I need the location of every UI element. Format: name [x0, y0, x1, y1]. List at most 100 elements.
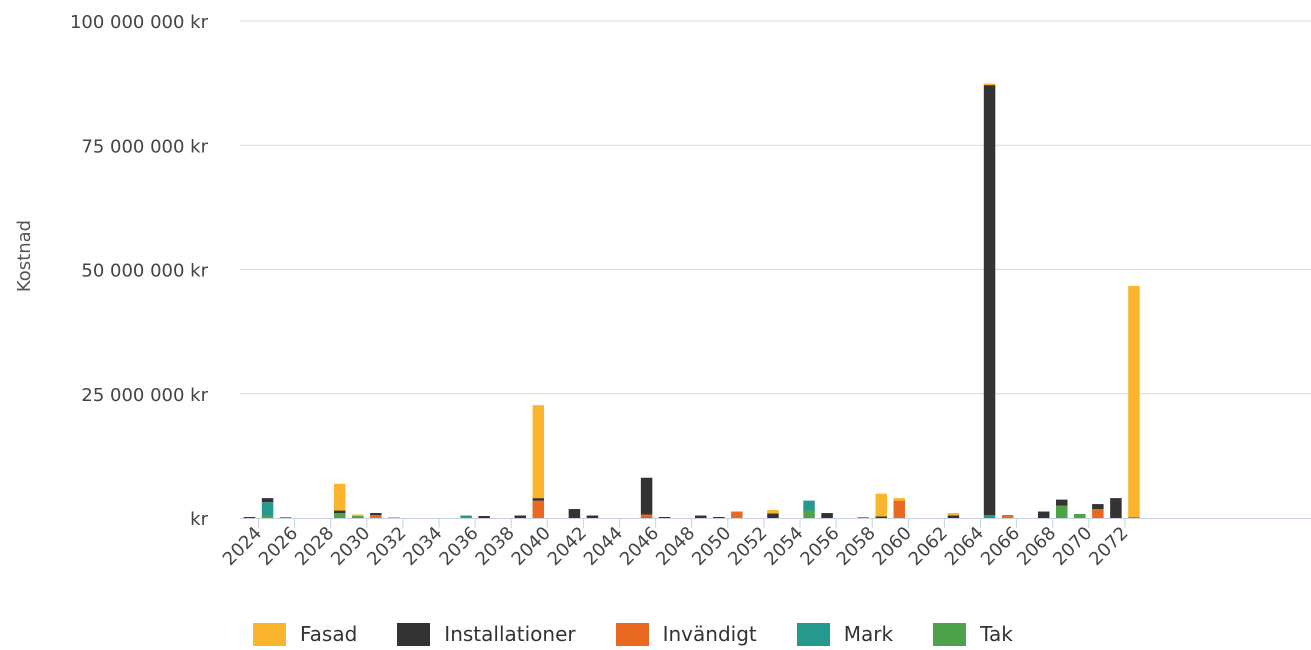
- bar-segment: [460, 515, 472, 518]
- x-tick-label: 2058: [833, 523, 880, 570]
- bar-segment: [352, 514, 364, 517]
- bar-segment: [586, 515, 599, 518]
- x-tick-label: 2036: [435, 523, 482, 570]
- x-tick-label: 2030: [327, 523, 374, 570]
- legend-item[interactable]: Tak: [933, 622, 1013, 646]
- y-tick-label: kr: [190, 509, 208, 530]
- x-tick-label: 2046: [616, 523, 663, 570]
- bar-segment: [532, 405, 545, 499]
- legend-item[interactable]: Installationer: [397, 622, 576, 646]
- bar-segment: [261, 498, 274, 503]
- bar-segment: [767, 513, 779, 518]
- x-tick-label: 2068: [1013, 523, 1060, 570]
- x-tick-label: 2052: [724, 523, 771, 570]
- bar-segment: [532, 498, 545, 501]
- y-axis-label: Kostnad: [14, 220, 35, 292]
- x-tick-label: 2044: [580, 523, 627, 570]
- x-tick-label: 2050: [688, 523, 735, 570]
- bar-segment: [388, 517, 400, 518]
- x-tick-label: 2024: [219, 523, 266, 570]
- x-tick-label: 2048: [652, 523, 699, 570]
- x-tick-label: 2066: [977, 523, 1024, 570]
- bar-segment: [983, 515, 996, 518]
- x-tick-label: 2028: [291, 523, 338, 570]
- legend-item[interactable]: Fasad: [253, 622, 357, 646]
- legend-swatch: [615, 622, 649, 646]
- x-tick-label: 2070: [1049, 523, 1096, 570]
- bar-segment: [1110, 498, 1122, 518]
- legend-swatch: [796, 622, 830, 646]
- bar-segment: [640, 517, 653, 518]
- bar-segment: [875, 493, 887, 517]
- x-tick-label: 2056: [796, 523, 843, 570]
- bar-segment: [478, 516, 490, 518]
- bar-segment: [857, 517, 869, 518]
- bar-segment: [713, 517, 725, 518]
- bar-segment: [893, 500, 906, 518]
- x-tick-label: 2042: [544, 523, 591, 570]
- bar-segment: [1128, 517, 1140, 518]
- x-tick-label: 2034: [399, 523, 446, 570]
- bar-segment: [279, 517, 292, 518]
- legend-item[interactable]: Invändigt: [615, 622, 757, 646]
- legend: Fasad Installationer Invändigt Mark Tak: [253, 622, 1053, 646]
- bar-segment: [947, 515, 960, 518]
- bar-segment: [821, 513, 833, 518]
- bar-segment: [640, 514, 653, 518]
- x-tick-label: 2032: [363, 523, 410, 570]
- x-tick-label: 2060: [869, 523, 916, 570]
- bar-segment: [1056, 505, 1068, 518]
- x-tick-label: 2054: [760, 523, 807, 570]
- bar-segment: [1037, 511, 1050, 518]
- bar-segment: [947, 513, 960, 516]
- bar-segment: [983, 83, 996, 86]
- bar-segment: [1092, 504, 1104, 510]
- legend-label: Tak: [980, 622, 1013, 646]
- x-tick-label: 2040: [508, 523, 555, 570]
- bar-segment: [658, 517, 671, 518]
- x-tick-label: 2062: [905, 523, 952, 570]
- bar-segment: [731, 511, 743, 518]
- y-tick-label: 75 000 000 kr: [81, 136, 208, 157]
- bar-segment: [261, 515, 274, 518]
- bar-segment: [1074, 514, 1086, 518]
- y-axis-tick-labels: kr 25 000 000 kr 50 000 000 kr 75 000 000 k…: [70, 12, 209, 530]
- bar-segment: [261, 502, 274, 516]
- bar-segment: [334, 483, 346, 511]
- legend-label: Mark: [843, 622, 894, 646]
- bar-segment: [370, 513, 382, 516]
- legend-label: Invändigt: [662, 622, 757, 646]
- legend-swatch: [397, 622, 431, 646]
- gridlines: [240, 20, 1311, 395]
- bar-segment: [334, 510, 346, 514]
- bar-segment: [532, 500, 545, 518]
- y-tick-label: 100 000 000 kr: [70, 12, 209, 33]
- legend-label: Fasad: [300, 622, 358, 646]
- bar-segment: [1092, 509, 1104, 518]
- bar-segment: [334, 513, 346, 518]
- x-tick-label: 2026: [255, 523, 302, 570]
- x-tick-label: 2072: [1085, 523, 1132, 570]
- bar-segment: [514, 515, 526, 518]
- bar-segment: [370, 515, 382, 518]
- x-axis: 2024202620282030203220342036203820402042…: [219, 518, 1311, 570]
- y-tick-label: 50 000 000 kr: [81, 261, 208, 282]
- bar-segment: [1001, 515, 1014, 518]
- y-tick-label: 25 000 000 kr: [81, 385, 208, 406]
- bar-segment: [568, 509, 581, 518]
- legend-swatch: [933, 622, 967, 646]
- x-tick-label: 2038: [472, 523, 519, 570]
- legend-label: Installationer: [444, 622, 576, 646]
- bar-segment: [352, 516, 364, 518]
- bar-segment: [803, 510, 815, 518]
- bar-segment: [875, 516, 887, 518]
- bar-segment: [893, 498, 906, 501]
- bar-segment: [1128, 285, 1140, 518]
- bar-segment: [243, 517, 256, 518]
- bar-segment: [1056, 499, 1068, 506]
- bar-segment: [767, 510, 779, 514]
- bar-segment: [803, 500, 815, 511]
- legend-item[interactable]: Mark: [796, 622, 894, 646]
- bar-segment: [695, 515, 707, 518]
